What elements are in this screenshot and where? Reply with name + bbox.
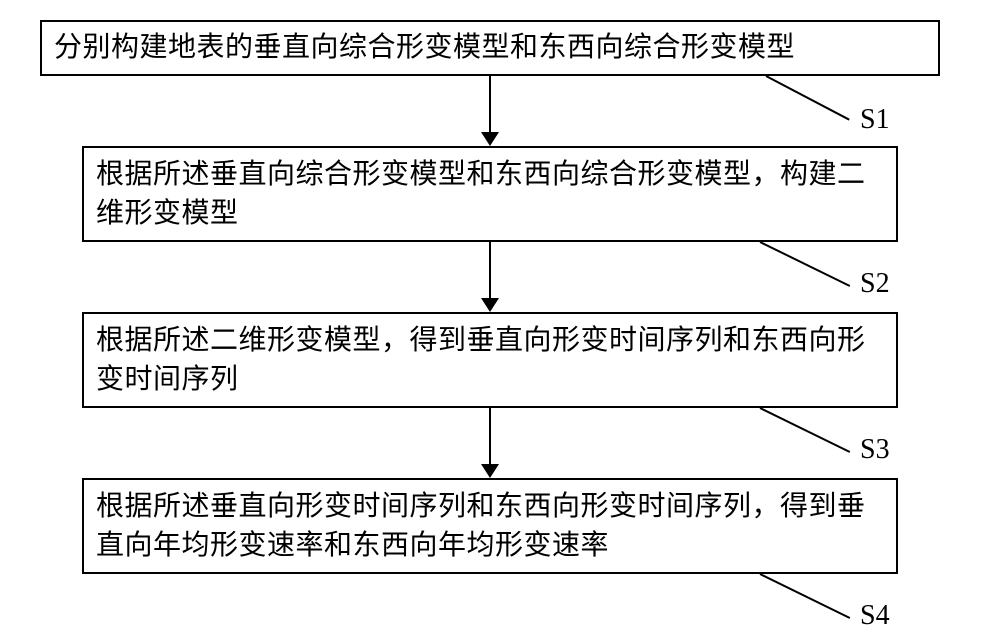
leader-label-s3: S3 bbox=[860, 434, 890, 466]
flowchart-node-s3: 根据所述二维形变模型，得到垂直向形变时间序列和东西向形变时间序列 bbox=[82, 312, 898, 408]
flowchart-node-s2: 根据所述垂直向综合形变模型和东西向综合形变模型，构建二维形变模型 bbox=[82, 146, 898, 242]
leader-label-s4: S4 bbox=[860, 600, 890, 632]
flowchart-node-s3-text: 根据所述二维形变模型，得到垂直向形变时间序列和东西向形变时间序列 bbox=[96, 321, 884, 399]
arrow-s2-s3-head bbox=[481, 298, 499, 312]
flowchart-node-s1-text: 分别构建地表的垂直向综合形变模型和东西向综合形变模型 bbox=[54, 28, 795, 67]
arrow-s2-s3-shaft bbox=[489, 242, 491, 298]
flowchart-node-s2-text: 根据所述垂直向综合形变模型和东西向综合形变模型，构建二维形变模型 bbox=[96, 155, 884, 233]
leader-label-s2: S2 bbox=[860, 268, 890, 300]
leader-line-s1 bbox=[766, 75, 850, 120]
leader-label-s1: S1 bbox=[860, 104, 890, 136]
flowchart-node-s4: 根据所述垂直向形变时间序列和东西向形变时间序列，得到垂直向年均形变速率和东西向年… bbox=[82, 478, 898, 574]
leader-line-s2 bbox=[760, 241, 851, 287]
arrow-s3-s4-head bbox=[481, 464, 499, 478]
flowchart-node-s1: 分别构建地表的垂直向综合形变模型和东西向综合形变模型 bbox=[40, 20, 940, 76]
leader-line-s3 bbox=[760, 407, 851, 453]
arrow-s3-s4-shaft bbox=[489, 408, 491, 464]
flowchart-node-s4-text: 根据所述垂直向形变时间序列和东西向形变时间序列，得到垂直向年均形变速率和东西向年… bbox=[96, 487, 884, 565]
leader-line-s4 bbox=[760, 573, 851, 619]
arrow-s1-s2-shaft bbox=[489, 76, 491, 132]
arrow-s1-s2-head bbox=[481, 132, 499, 146]
flowchart-canvas: 分别构建地表的垂直向综合形变模型和东西向综合形变模型 S1 根据所述垂直向综合形… bbox=[0, 0, 1000, 636]
